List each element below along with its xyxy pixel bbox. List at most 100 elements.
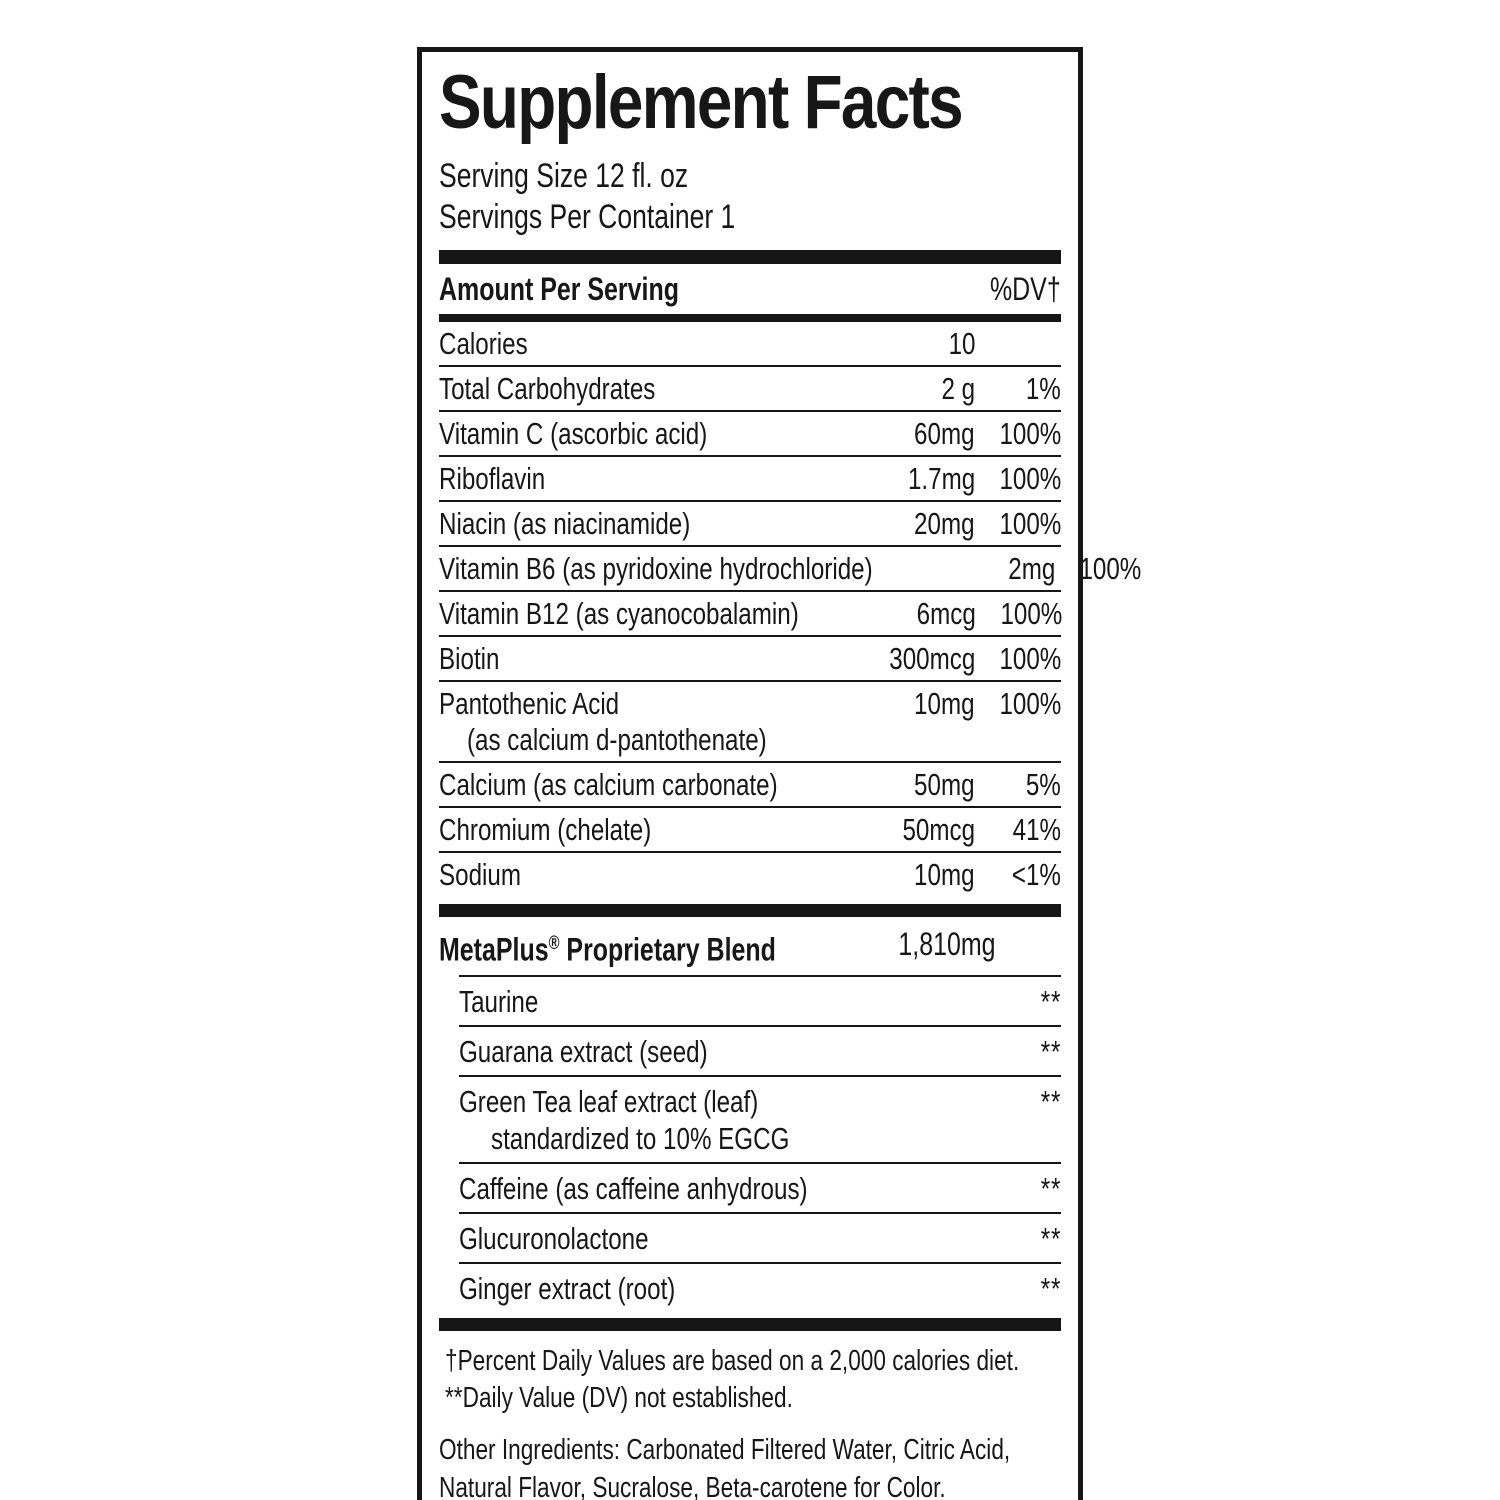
blend-item-dv: ** [991,1220,1061,1257]
blend-item-name: Green Tea leaf extract (leaf) standardiz… [459,1083,991,1157]
blend-items: Taurine ** Guarana extract (seed) ** Gre… [439,974,1061,1312]
blend-brand-text: MetaPlus [439,931,549,968]
list-item: Ginger extract (root) ** [459,1261,1061,1312]
nutrient-name: Vitamin C (ascorbic acid) [439,416,897,452]
list-item: Glucuronolactone ** [459,1211,1061,1262]
nutrient-name-line2-text: (as calcium d-pantothenate) [467,722,767,757]
nutrient-dv-text: 41% [1012,812,1061,847]
supplement-facts-panel: Supplement Facts Serving Size 12 fl. oz … [417,47,1141,1500]
nutrient-amount: 6mcg [900,596,976,632]
blend-item-name: Glucuronolactone [459,1220,991,1257]
blend-item-name-text: Taurine [459,983,539,1019]
nutrient-dv: 100% [975,461,1061,497]
header-divider-bar [439,314,1061,322]
serving-size-text: Serving Size 12 fl. oz [439,157,689,195]
nutrient-amount: 50mcg [882,812,975,848]
list-item: Caffeine (as caffeine anhydrous) ** [459,1161,1061,1212]
nutrient-amount-text: 60mg [914,416,975,451]
nutrient-dv-text: 1% [1026,371,1061,406]
nutrient-dv-text: 100% [999,641,1061,676]
nutrient-dv: 41% [975,812,1061,848]
nutrient-name-text: Riboflavin [439,461,546,496]
not-established-footnote-text: **Daily Value (DV) not established. [445,1381,793,1414]
other-ingredients-line-text: Other Ingredients: Carbonated Filtered W… [439,1433,1011,1466]
nutrient-amount-text: 2mg [1008,551,1056,586]
nutrient-amount: 50mg [897,767,975,803]
nutrient-amount-text: 1.7mg [907,461,975,496]
blend-item-name-text: Ginger extract (root) [459,1270,676,1306]
table-row: Vitamin B6 (as pyridoxine hydrochloride)… [439,545,1141,590]
blend-header-row: MetaPlus® Proprietary Blend 1,810mg [439,917,1061,975]
nutrient-amount: 20mg [897,506,975,542]
list-item: Guarana extract (seed) ** [459,1024,1061,1075]
servings-per-container: Servings Per Container 1 [439,197,1061,238]
section-divider-bar [439,1317,1061,1331]
nutrient-dv-text: 5% [1026,767,1061,802]
nutrient-name-text: Biotin [439,641,500,676]
section-divider-bar [439,250,1061,264]
blend-item-dv: ** [991,1170,1061,1207]
nutrient-amount-text: 10 [948,326,975,361]
footnotes: †Percent Daily Values are based on a 2,0… [439,1343,1061,1417]
table-row: Vitamin B12 (as cyanocobalamin) 6mcg 100… [439,590,1062,635]
dv-footnote: †Percent Daily Values are based on a 2,0… [439,1343,1061,1380]
blend-item-name-text: Guarana extract (seed) [459,1033,708,1069]
nutrient-dv: 100% [975,506,1061,542]
nutrient-amount-text: 6mcg [916,596,977,631]
list-item: Green Tea leaf extract (leaf) standardiz… [459,1074,1061,1162]
serving-size: Serving Size 12 fl. oz [439,156,1061,197]
dv-footnote-text: †Percent Daily Values are based on a 2,0… [445,1344,1020,1377]
blend-item-dv-text: ** [1040,1270,1061,1306]
other-ingredients-line: Natural Flavor, Sucralose, Beta-carotene… [439,1469,1061,1500]
blend-item-dv-text: ** [1040,1033,1061,1069]
nutrient-dv-text: <1% [1011,857,1061,892]
blend-amount: 1,810mg [871,925,996,963]
nutrient-dv: 100% [975,686,1061,722]
nutrient-amount: 60mg [897,416,975,452]
nutrient-dv-text: 100% [999,506,1061,541]
table-row: Total Carbohydrates 2 g 1% [439,365,1061,410]
nutrient-name: Total Carbohydrates [439,371,932,407]
nutrient-name: Calories [439,326,941,362]
nutrient-name-text: Niacin (as niacinamide) [439,506,691,541]
blend-amount-text: 1,810mg [898,926,996,962]
servings-per-container-text: Servings Per Container 1 [439,198,736,236]
panel-title: Supplement Facts [439,60,1061,146]
nutrient-name-text: Chromium (chelate) [439,812,652,847]
blend-item-name: Taurine [459,983,991,1020]
nutrient-dv-text: 100% [999,686,1061,721]
nutrient-name: Biotin [439,641,865,677]
table-row: Riboflavin 1.7mg 100% [439,455,1061,500]
nutrient-dv-text: 100% [1079,551,1142,586]
nutrient-dv [975,326,1061,362]
nutrient-amount-text: 10mg [914,686,975,721]
nutrient-dv: 5% [975,767,1061,803]
nutrient-dv: 100% [975,641,1061,677]
blend-item-name-text: Green Tea leaf extract (leaf) [459,1083,759,1119]
section-divider-bar [439,904,1061,917]
nutrient-dv: 1% [975,371,1061,407]
nutrient-amount: 2mg [995,551,1055,587]
table-row: Chromium (chelate) 50mcg 41% [439,806,1061,851]
nutrient-amount-text: 300mcg [888,641,975,676]
nutrient-name: Chromium (chelate) [439,812,882,848]
dv-header-text: %DV† [990,270,1061,307]
blend-item-dv: ** [991,1033,1061,1070]
nutrient-name: Riboflavin [439,461,889,497]
nutrient-amount: 10mg [897,686,975,722]
nutrient-table: Calories 10 Total Carbohydrates 2 g 1% V… [439,322,1141,896]
nutrient-name-text: Vitamin B12 (as cyanocobalamin) [439,596,799,631]
nutrient-amount-text: 20mg [914,506,975,541]
blend-name-text: MetaPlus® Proprietary Blend [439,925,776,969]
nutrient-dv-text: 100% [999,461,1061,496]
other-ingredients-line: Other Ingredients: Carbonated Filtered W… [439,1431,1061,1469]
nutrient-name-text: Calories [439,326,528,361]
nutrient-name: Calcium (as calcium carbonate) [439,767,897,803]
blend-item-name-line2-text: standardized to 10% EGCG [491,1120,790,1156]
other-ingredients-line-text: Natural Flavor, Sucralose, Beta-carotene… [439,1471,946,1500]
nutrient-name-text: Sodium [439,857,521,892]
not-established-footnote: **Daily Value (DV) not established. [439,1380,1061,1417]
blend-item-dv-text: ** [1040,983,1061,1019]
amount-per-serving-header-text: Amount Per Serving [439,270,679,307]
table-row: Vitamin C (ascorbic acid) 60mg 100% [439,410,1061,455]
